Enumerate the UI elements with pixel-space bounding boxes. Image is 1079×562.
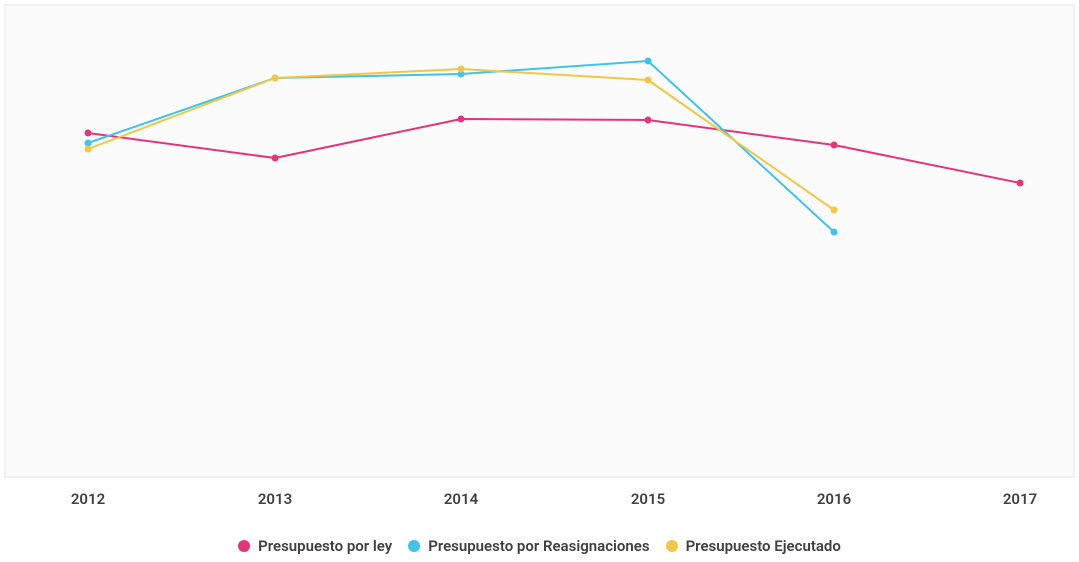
legend-item-reasignaciones: Presupuesto por Reasignaciones [408, 537, 649, 555]
series-marker-ley [645, 117, 652, 124]
series-marker-ley [458, 116, 465, 123]
legend-dot-icon [238, 540, 250, 552]
series-marker-ley [85, 130, 92, 137]
line-chart: 2012 2013 2014 2015 2016 2017 Presupuesto por… [0, 0, 1079, 562]
x-tick-label: 2012 [71, 490, 105, 508]
series-marker-ejecutado [272, 75, 279, 82]
series-marker-reasignaciones [645, 58, 652, 65]
series-marker-reasignaciones [831, 229, 838, 236]
series-marker-ley [272, 155, 279, 162]
series-marker-ejecutado [831, 207, 838, 214]
legend: Presupuesto por ley Presupuesto por Reasi… [0, 537, 1079, 555]
series-marker-reasignaciones [85, 140, 92, 147]
series-marker-ley [831, 142, 838, 149]
legend-item-ley: Presupuesto por ley [238, 537, 392, 555]
chart-svg: 2012 2013 2014 2015 2016 2017 [0, 0, 1079, 562]
plot-area [5, 5, 1074, 477]
legend-dot-icon [408, 540, 420, 552]
x-tick-label: 2015 [631, 490, 665, 508]
x-tick-label: 2013 [258, 490, 292, 508]
series-marker-ley [1017, 180, 1024, 187]
legend-item-ejecutado: Presupuesto Ejecutado [666, 537, 841, 555]
series-marker-ejecutado [85, 146, 92, 153]
x-tick-label: 2016 [817, 490, 851, 508]
series-marker-ejecutado [458, 66, 465, 73]
legend-dot-icon [666, 540, 678, 552]
x-tick-label: 2014 [444, 490, 479, 508]
x-tick-label: 2017 [1003, 490, 1037, 508]
x-axis: 2012 2013 2014 2015 2016 2017 [71, 490, 1037, 508]
legend-label: Presupuesto por Reasignaciones [428, 537, 649, 555]
legend-label: Presupuesto Ejecutado [686, 537, 841, 555]
series-marker-ejecutado [645, 77, 652, 84]
legend-label: Presupuesto por ley [258, 537, 392, 555]
